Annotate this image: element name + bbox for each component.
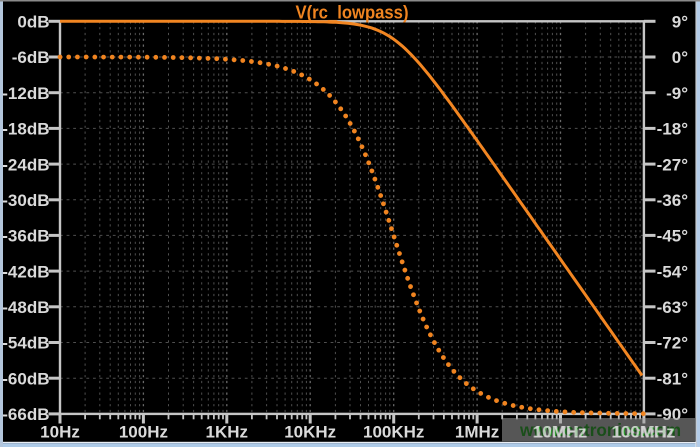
svg-text:100Hz: 100Hz (119, 423, 168, 442)
svg-text:-66dB: -66dB (2, 405, 49, 424)
svg-text:0dB: 0dB (17, 13, 49, 32)
svg-text:-18°: -18° (657, 120, 689, 139)
svg-text:-42dB: -42dB (2, 262, 49, 281)
svg-text:1MHz: 1MHz (455, 423, 499, 442)
svg-text:-72°: -72° (657, 334, 689, 353)
svg-text:-81°: -81° (657, 369, 689, 388)
svg-text:-54dB: -54dB (2, 334, 49, 353)
svg-text:-9°: -9° (666, 84, 688, 103)
svg-text:-12dB: -12dB (2, 84, 49, 103)
svg-text:V(rc_lowpass): V(rc_lowpass) (296, 2, 409, 22)
svg-text:-36°: -36° (657, 191, 689, 210)
svg-text:-24dB: -24dB (2, 155, 49, 174)
svg-text:-60dB: -60dB (2, 369, 49, 388)
svg-text:10Hz: 10Hz (40, 423, 80, 442)
svg-text:-18dB: -18dB (2, 120, 49, 139)
svg-text:-63°: -63° (657, 298, 689, 317)
svg-text:-27°: -27° (657, 155, 689, 174)
svg-text:10MHz: 10MHz (533, 423, 587, 442)
svg-text:-36dB: -36dB (2, 227, 49, 246)
svg-text:0°: 0° (672, 48, 688, 67)
svg-text:10KHz: 10KHz (284, 423, 336, 442)
svg-text:-6dB: -6dB (12, 48, 50, 67)
svg-text:-30dB: -30dB (2, 191, 49, 210)
svg-text:-48dB: -48dB (2, 298, 49, 317)
svg-text:100MHz: 100MHz (611, 423, 674, 442)
svg-text:100KHz: 100KHz (363, 423, 424, 442)
svg-text:1KHz: 1KHz (206, 423, 249, 442)
svg-text:-54°: -54° (657, 262, 689, 281)
svg-text:9°: 9° (672, 13, 688, 32)
svg-text:-45°: -45° (657, 227, 689, 246)
